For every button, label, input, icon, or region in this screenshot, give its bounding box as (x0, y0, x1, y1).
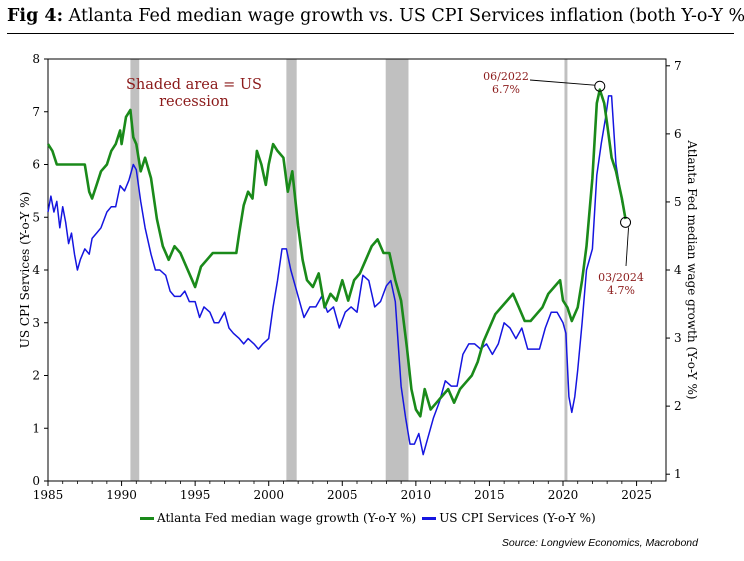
recession-label-line1: Shaded area = US (126, 77, 262, 93)
right-tick-label-6: 6 (674, 127, 682, 141)
annotation-latest-date: 03/2024 (598, 271, 644, 284)
x-tick-label-2010: 2010 (401, 488, 432, 502)
figure-number: Fig 4: (7, 6, 64, 26)
x-tick-label-2005: 2005 (327, 488, 358, 502)
chart-title: Fig 4: Atlanta Fed median wage growth vs… (7, 6, 744, 26)
recession-bar-3 (385, 59, 409, 481)
source-note: Source: Longview Economics, Macrobond (501, 537, 698, 549)
annotation-peak-date: 06/2022 (483, 70, 529, 83)
plot-border (47, 58, 667, 482)
right-tick-label-5: 5 (674, 195, 682, 209)
right-y-axis: 1 2 3 4 5 6 7 (666, 59, 682, 481)
left-tick-label-6: 6 (32, 158, 40, 172)
right-tick-label-7: 7 (674, 59, 682, 73)
annotation-marker-latest (620, 216, 632, 228)
annotation-latest-value: 4.7% (607, 284, 635, 297)
legend-label-wage: Atlanta Fed median wage growth (Y-o-Y %) (157, 511, 417, 525)
recession-bar-4 (564, 59, 568, 481)
x-tick-label-2000: 2000 (253, 488, 284, 502)
annotation-leader-latest (625, 227, 629, 267)
legend-label-cpi: US CPI Services (Y-o-Y %) (439, 511, 596, 525)
recession-bar-1 (130, 59, 140, 481)
series-lines (46, 88, 627, 456)
right-tick-label-4: 4 (674, 263, 682, 277)
annotation-leader-peak (529, 79, 595, 86)
x-tick-label-1990: 1990 (106, 488, 137, 502)
recession-label-line2: recession (159, 94, 229, 110)
x-tick-label-2015: 2015 (474, 488, 505, 502)
right-tick-label-3: 3 (674, 331, 682, 345)
legend-swatch-cpi (422, 516, 437, 520)
annotation-peak-value: 6.7% (492, 83, 520, 96)
plot-frame (47, 58, 667, 482)
wage-growth-line (46, 88, 627, 418)
legend-item-cpi: US CPI Services (Y-o-Y %) (422, 511, 596, 525)
left-tick-label-8: 8 (32, 52, 40, 66)
left-axis-label: US CPI Services (Y-o-Y %) (18, 192, 32, 349)
left-tick-label-5: 5 (32, 210, 40, 224)
left-tick-label-2: 2 (32, 369, 40, 383)
left-y-axis: 0 1 2 3 4 5 6 7 8 (32, 52, 48, 488)
legend-item-wage: Atlanta Fed median wage growth (Y-o-Y %) (140, 511, 416, 525)
left-tick-label-3: 3 (32, 316, 40, 330)
right-tick-label-1: 1 (674, 467, 682, 481)
title-text: Atlanta Fed median wage growth vs. US CP… (68, 6, 744, 26)
title-rule (7, 33, 734, 34)
x-tick-label-2020: 2020 (548, 488, 579, 502)
right-axis-label: Atlanta Fed median wage growth (Y-o-Y %) (685, 139, 699, 399)
left-tick-label-1: 1 (32, 421, 40, 435)
x-tick-label-1985: 1985 (33, 488, 64, 502)
annotation-marker-peak (594, 80, 606, 92)
legend: Atlanta Fed median wage growth (Y-o-Y %)… (140, 511, 602, 525)
left-tick-label-7: 7 (32, 105, 40, 119)
cpi-services-line (47, 95, 627, 456)
left-tick-label-0: 0 (32, 474, 40, 488)
right-tick-label-2: 2 (674, 399, 682, 413)
legend-swatch-wage (140, 516, 154, 520)
x-tick-label-1995: 1995 (180, 488, 211, 502)
left-tick-label-4: 4 (32, 263, 40, 277)
x-tick-label-2025: 2025 (621, 488, 652, 502)
x-axis: 1985 1990 1995 2000 2005 2010 2015 2020 2025 (33, 481, 652, 502)
